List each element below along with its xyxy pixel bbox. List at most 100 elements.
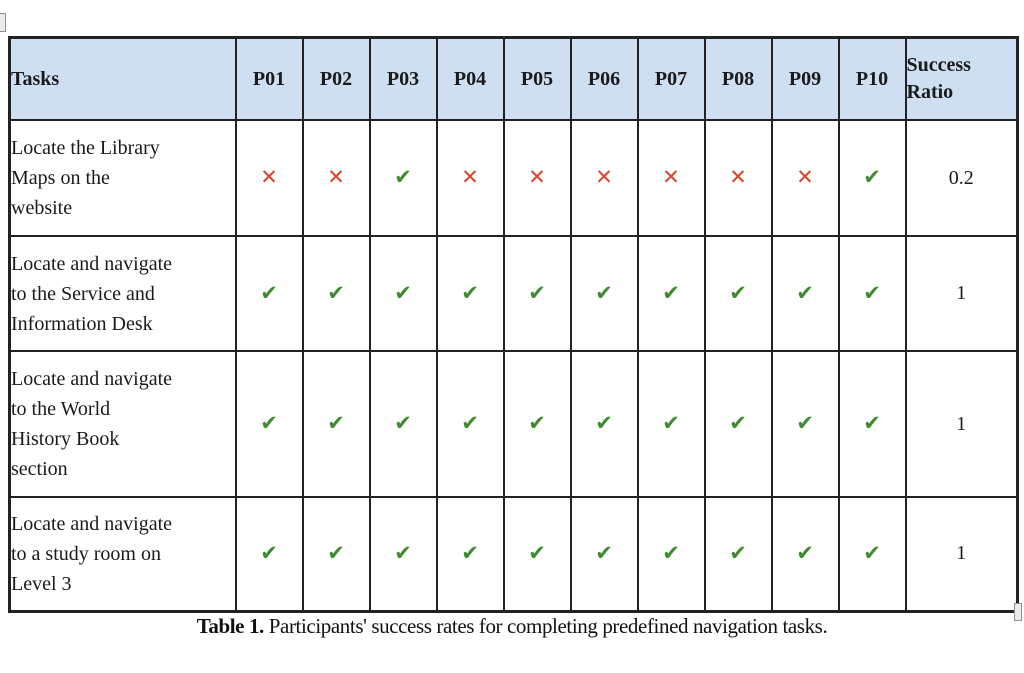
check-mark-icon: ✔ [394, 411, 412, 435]
result-cell-p06: ✔ [569, 350, 639, 498]
check-mark-icon: ✔ [863, 411, 881, 435]
cross-mark-icon: ✕ [461, 165, 479, 189]
check-mark-icon: ✔ [796, 411, 814, 435]
check-mark-icon: ✔ [260, 411, 278, 435]
check-mark-icon: ✔ [595, 411, 613, 435]
result-cell-p03: ✔ [368, 350, 438, 498]
task-description: Locate and navigate to the World History… [8, 350, 237, 498]
participant-column-header-p05: P05 [502, 36, 572, 121]
table-caption: Table 1. Participants' success rates for… [0, 614, 1024, 639]
check-mark-icon: ✔ [729, 540, 747, 565]
result-cell-p07: ✔ [636, 496, 706, 612]
task-description: Locate and navigate to a study room on L… [8, 496, 237, 612]
check-mark-icon: ✔ [662, 280, 680, 305]
result-cell-p04: ✔ [435, 235, 505, 352]
result-cell-p03: ✔ [368, 119, 438, 237]
check-mark-icon: ✔ [595, 540, 613, 565]
check-mark-icon: ✔ [327, 280, 345, 305]
check-mark-icon: ✔ [796, 280, 814, 305]
cross-mark-icon: ✕ [595, 165, 613, 189]
participant-column-header-p07: P07 [636, 36, 706, 121]
check-mark-icon: ✔ [729, 280, 747, 305]
result-cell-p04: ✕ [435, 119, 505, 237]
check-mark-icon: ✔ [461, 280, 479, 305]
check-mark-icon: ✔ [662, 540, 680, 565]
table-caption-label: Table 1. [196, 614, 265, 638]
result-cell-p10: ✔ [837, 350, 907, 498]
check-mark-icon: ✔ [327, 411, 345, 435]
participant-column-header-p01: P01 [234, 36, 304, 121]
result-cell-p02: ✔ [301, 496, 371, 612]
task-row: Locate and navigate to the World History… [8, 350, 1019, 498]
participant-column-header-p09: P09 [770, 36, 840, 121]
success-ratio-value: 1 [904, 496, 1019, 612]
check-mark-icon: ✔ [595, 280, 613, 305]
check-mark-icon: ✔ [327, 540, 345, 565]
edge-artifact-left [0, 13, 6, 32]
result-cell-p03: ✔ [368, 496, 438, 612]
result-cell-p08: ✔ [703, 235, 773, 352]
edge-artifact-right [1014, 603, 1022, 621]
result-cell-p09: ✔ [770, 350, 840, 498]
participant-column-header-p04: P04 [435, 36, 505, 121]
participant-column-header-p03: P03 [368, 36, 438, 121]
task-description: Locate the Library Maps on the website [8, 119, 237, 237]
check-mark-icon: ✔ [863, 280, 881, 305]
result-cell-p09: ✕ [770, 119, 840, 237]
success-ratio-value: 1 [904, 350, 1019, 498]
check-mark-icon: ✔ [461, 540, 479, 565]
result-cell-p10: ✔ [837, 119, 907, 237]
result-cell-p05: ✔ [502, 496, 572, 612]
result-cell-p06: ✕ [569, 119, 639, 237]
result-cell-p05: ✔ [502, 235, 572, 352]
success-rate-table: Tasks P01 P02 P03 P04 P05 P06 P07 P08 P09 P10 Succe… [8, 36, 1019, 613]
check-mark-icon: ✔ [260, 540, 278, 565]
result-cell-p06: ✔ [569, 235, 639, 352]
result-cell-p05: ✔ [502, 350, 572, 498]
task-row: Locate and navigate to the Service and I… [8, 235, 1019, 352]
check-mark-icon: ✔ [863, 165, 881, 189]
cross-mark-icon: ✕ [528, 165, 546, 189]
result-cell-p08: ✕ [703, 119, 773, 237]
task-row: Locate the Library Maps on the website ✕ ✕… [8, 119, 1019, 237]
result-cell-p06: ✔ [569, 496, 639, 612]
result-cell-p02: ✔ [301, 235, 371, 352]
success-ratio-value: 0.2 [904, 119, 1019, 237]
check-mark-icon: ✔ [796, 540, 814, 565]
participant-column-header-p06: P06 [569, 36, 639, 121]
results-table-container: Tasks P01 P02 P03 P04 P05 P06 P07 P08 P09 P10 Succe… [8, 36, 1019, 613]
result-cell-p08: ✔ [703, 496, 773, 612]
result-cell-p01: ✔ [234, 350, 304, 498]
result-cell-p04: ✔ [435, 496, 505, 612]
cross-mark-icon: ✕ [796, 165, 814, 189]
result-cell-p02: ✕ [301, 119, 371, 237]
check-mark-icon: ✔ [662, 411, 680, 435]
check-mark-icon: ✔ [461, 411, 479, 435]
task-row: Locate and navigate to a study room on L… [8, 496, 1019, 612]
table-body: Locate the Library Maps on the website ✕ ✕… [8, 119, 1019, 612]
result-cell-p01: ✔ [234, 235, 304, 352]
participant-column-header-p02: P02 [301, 36, 371, 121]
result-cell-p09: ✔ [770, 496, 840, 612]
result-cell-p04: ✔ [435, 350, 505, 498]
result-cell-p07: ✔ [636, 350, 706, 498]
check-mark-icon: ✔ [528, 411, 546, 435]
cross-mark-icon: ✕ [729, 165, 747, 189]
check-mark-icon: ✔ [528, 280, 546, 305]
result-cell-p01: ✕ [234, 119, 304, 237]
table-header: Tasks P01 P02 P03 P04 P05 P06 P07 P08 P09 P10 Succe… [8, 36, 1019, 121]
tasks-column-header: Tasks [8, 36, 237, 121]
result-cell-p02: ✔ [301, 350, 371, 498]
result-cell-p09: ✔ [770, 235, 840, 352]
table-header-row: Tasks P01 P02 P03 P04 P05 P06 P07 P08 P09 P10 Succe… [8, 36, 1019, 121]
result-cell-p01: ✔ [234, 496, 304, 612]
success-ratio-value: 1 [904, 235, 1019, 352]
participant-column-header-p10: P10 [837, 36, 907, 121]
check-mark-icon: ✔ [528, 540, 546, 565]
check-mark-icon: ✔ [394, 540, 412, 565]
result-cell-p05: ✕ [502, 119, 572, 237]
table-caption-text: Participants' success rates for completi… [263, 614, 828, 638]
result-cell-p10: ✔ [837, 496, 907, 612]
result-cell-p08: ✔ [703, 350, 773, 498]
